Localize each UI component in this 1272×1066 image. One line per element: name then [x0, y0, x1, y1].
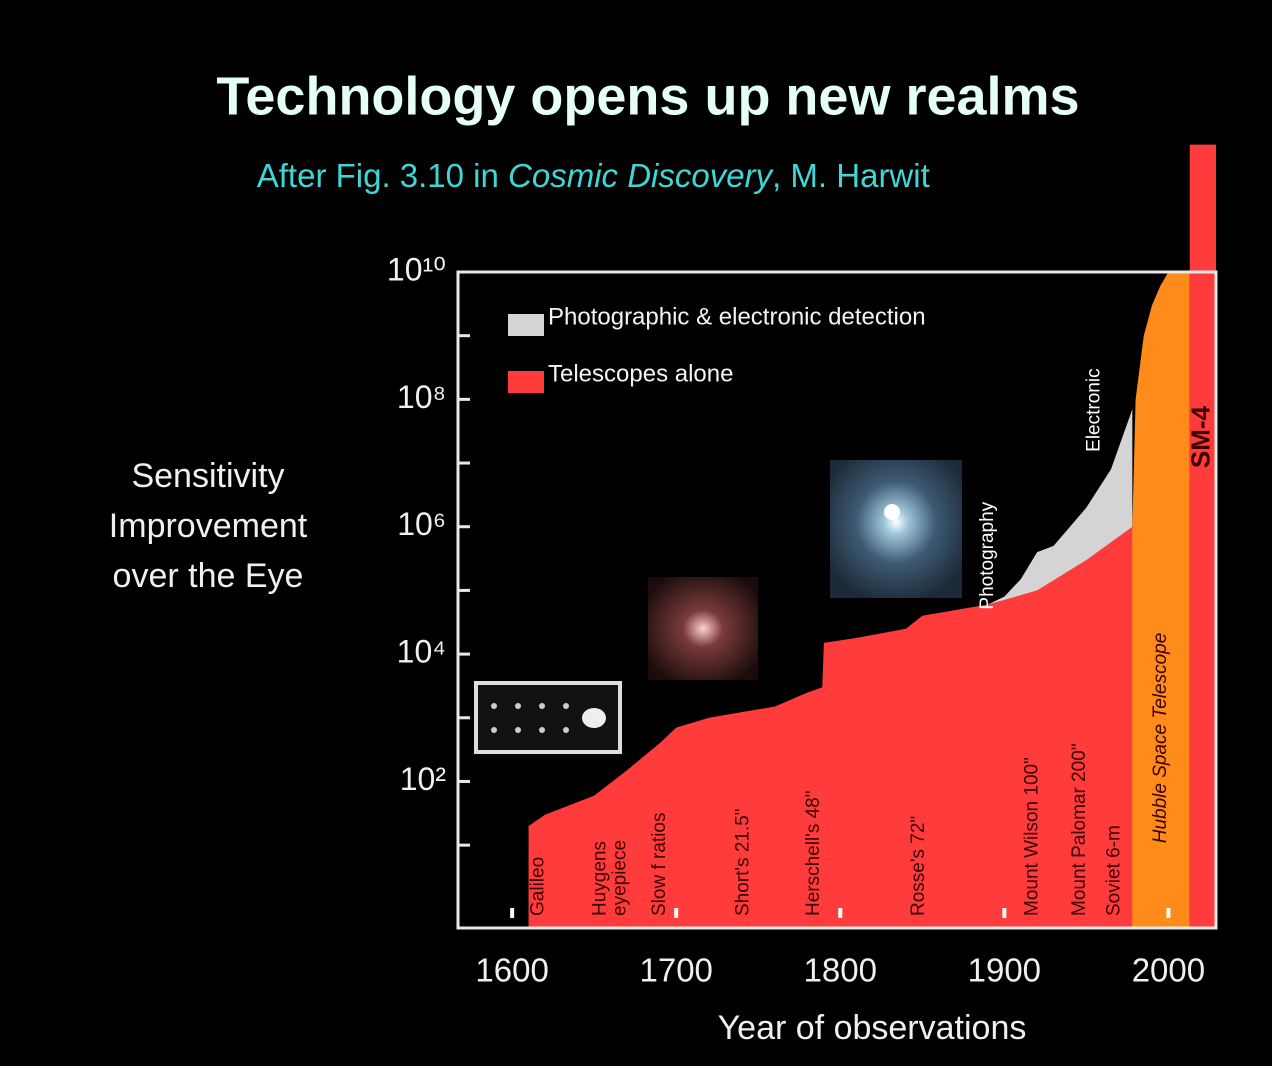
event-annotation: Slow f ratios — [649, 813, 670, 916]
event-annotation: Mount Wilson 100" — [1021, 757, 1042, 916]
x-tick-label: 2000 — [1132, 952, 1205, 989]
event-label: Photography — [977, 501, 998, 609]
event-label: Herschell's 48" — [803, 791, 824, 916]
event-label: Rosse's 72" — [908, 816, 929, 916]
subtitle-part: After Fig. 3.10 in — [257, 157, 508, 194]
event-label: Electronic — [1084, 368, 1105, 451]
event-label: Slow f ratios — [649, 813, 670, 916]
y-tick-label: 10⁴ — [397, 634, 446, 670]
event-annotation: Huygens eyepiece — [590, 840, 631, 916]
band-label-group: Hubble Space Telescope — [1150, 633, 1171, 844]
event-label: eyepiece — [610, 840, 631, 916]
event-annotation: Mount Palomar 200" — [1069, 743, 1090, 916]
y-axis-label: Improvement — [109, 507, 308, 545]
legend-swatch — [508, 314, 544, 336]
event-annotation: Photography — [977, 501, 998, 609]
legend-label: Photographic & electronic detection — [548, 303, 926, 330]
event-label: Galileo — [527, 857, 548, 916]
chart-subtitle: After Fig. 3.10 in Cosmic Discovery, M. … — [213, 157, 958, 194]
x-tick-label: 1800 — [804, 952, 877, 989]
y-axis-label: Sensitivity — [131, 457, 284, 495]
event-annotation: Herschell's 48" — [803, 791, 824, 916]
y-axis-label: over the Eye — [113, 557, 304, 595]
event-label: Huygens — [590, 841, 611, 916]
event-annotation: Rosse's 72" — [908, 816, 929, 916]
area-series — [528, 526, 1133, 928]
y-tick-label: 10¹⁰ — [387, 251, 446, 287]
galaxy-image — [830, 460, 962, 598]
area-band — [1189, 144, 1216, 928]
event-annotation: Short's 21.5" — [732, 808, 753, 916]
subtitle-part: Cosmic Discovery — [508, 157, 775, 194]
star-cluster-image — [648, 577, 758, 680]
event-annotation: Electronic — [1084, 368, 1105, 451]
legend-swatch — [508, 371, 544, 393]
x-tick-label: 1900 — [968, 952, 1041, 989]
telescope-image — [474, 681, 622, 754]
x-tick-label: 1700 — [640, 952, 713, 989]
subtitle-part: , M. Harwit — [772, 157, 930, 194]
y-tick-label: 10² — [400, 761, 447, 797]
chart-title: Technology opens up new realms — [216, 66, 1079, 126]
event-annotation: Soviet 6-m — [1103, 825, 1124, 916]
event-label: Mount Palomar 200" — [1069, 743, 1090, 916]
plot-frame — [456, 270, 1218, 930]
x-axis-label: Year of observations — [718, 1009, 1027, 1047]
band-label-group: SM-4 — [1186, 405, 1216, 468]
event-label: Mount Wilson 100" — [1021, 757, 1042, 916]
event-annotation: Galileo — [527, 857, 548, 916]
band-label: SM-4 — [1186, 405, 1216, 468]
event-label: Short's 21.5" — [732, 808, 753, 916]
band-label: Hubble Space Telescope — [1150, 633, 1171, 844]
event-label: Soviet 6-m — [1103, 825, 1124, 916]
area-band — [1132, 272, 1190, 928]
y-tick-label: 10⁸ — [397, 379, 446, 415]
plot-area: 10¹⁰ 10⁸ 10⁶ 10⁴ 10² 1600 1700 1800 1900 2000 Phot… — [387, 144, 1218, 989]
legend-label: Telescopes alone — [548, 360, 733, 387]
x-tick-label: 1600 — [475, 952, 548, 989]
y-tick-label: 10⁶ — [397, 506, 446, 542]
